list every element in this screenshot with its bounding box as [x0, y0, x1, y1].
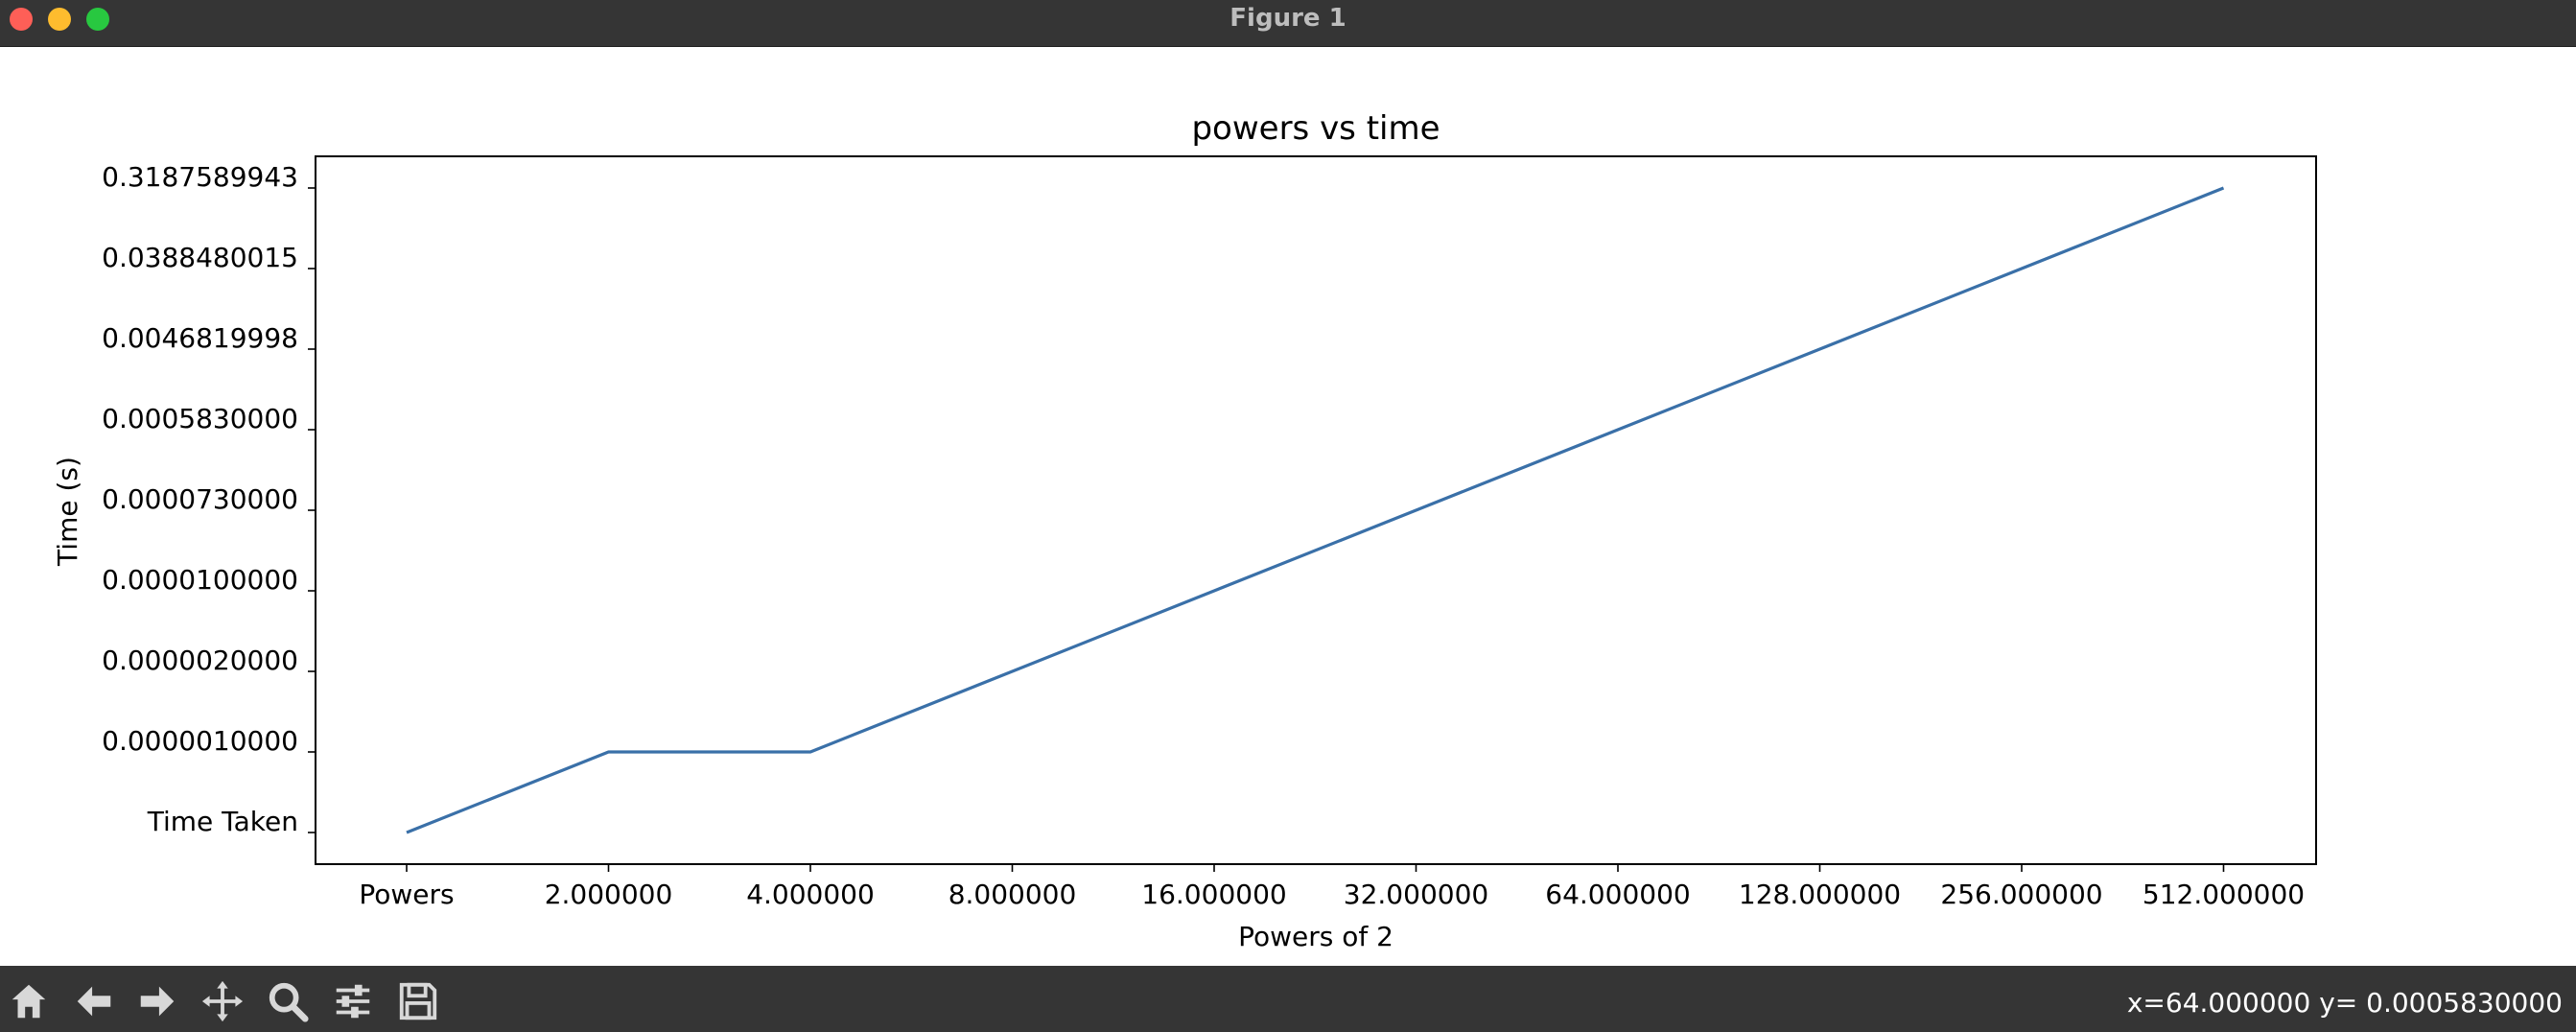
x-tick-label: 32.000000	[1344, 879, 1488, 910]
series-layer	[406, 186, 2225, 834]
y-tick-label: Time Taken	[147, 806, 298, 837]
series-line	[406, 186, 2225, 834]
save-button[interactable]	[389, 975, 447, 1027]
forward-button[interactable]	[129, 975, 186, 1027]
x-tick-label: 16.000000	[1141, 879, 1286, 910]
window-titlebar: Figure 1	[0, 0, 2576, 47]
x-tick-label: 512.000000	[2143, 879, 2305, 910]
configure-subplots-button[interactable]	[324, 975, 382, 1027]
line-chart: powers vs time Powers of 2 Time (s) Powe…	[52, 109, 2317, 952]
sliders-icon	[336, 984, 370, 1019]
minimize-window-button[interactable]	[48, 8, 71, 31]
magnifier-icon	[269, 982, 309, 1022]
home-button[interactable]	[0, 975, 58, 1027]
navigation-toolbar: x=64.000000 y= 0.0005830000	[0, 966, 2576, 1032]
x-tick-label: 64.000000	[1545, 879, 1690, 910]
x-tick-label: 8.000000	[948, 879, 1077, 910]
zoom-button[interactable]	[259, 975, 316, 1027]
move-icon	[201, 980, 244, 1022]
x-tick-label: 2.000000	[545, 879, 673, 910]
y-tick-label: 0.0388480015	[102, 242, 298, 273]
y-tick-label: 0.3187589943	[102, 161, 298, 193]
y-tick-label: 0.0046819998	[102, 322, 298, 354]
chart-title: powers vs time	[1191, 109, 1440, 148]
arrow-left-icon	[77, 986, 111, 1017]
y-tick-label: 0.0000730000	[102, 483, 298, 515]
y-tick-label: 0.0005830000	[102, 403, 298, 434]
y-tick-label: 0.0000010000	[102, 725, 298, 757]
home-icon	[12, 984, 46, 1019]
x-tick-label: 256.000000	[1940, 879, 2102, 910]
window-title: Figure 1	[1229, 4, 1347, 33]
x-axis-label: Powers of 2	[1238, 921, 1393, 952]
x-tick-label: 128.000000	[1739, 879, 1901, 910]
cursor-coordinates-readout: x=64.000000 y= 0.0005830000	[2126, 987, 2563, 1019]
y-tick-label: 0.0000100000	[102, 564, 298, 596]
zoom-window-button[interactable]	[86, 8, 109, 31]
x-axis-ticks: Powers 2.000000 4.000000 8.000000 16.000000 3…	[359, 864, 2305, 910]
plot-frame	[315, 155, 2317, 865]
pan-button[interactable]	[194, 975, 251, 1027]
figure-canvas[interactable]: powers vs time Powers of 2 Time (s) Powe…	[0, 47, 2576, 966]
y-axis-label: Time (s)	[52, 457, 83, 567]
x-tick-label: Powers	[359, 879, 454, 910]
y-tick-label: 0.0000020000	[102, 645, 298, 676]
y-axis-ticks: Time Taken 0.0000010000 0.0000020000 0.0000…	[102, 161, 316, 837]
arrow-right-icon	[140, 986, 175, 1017]
x-tick-label: 4.000000	[746, 879, 875, 910]
close-window-button[interactable]	[10, 8, 33, 31]
back-button[interactable]	[65, 975, 123, 1027]
floppy-disk-icon	[399, 982, 437, 1020]
